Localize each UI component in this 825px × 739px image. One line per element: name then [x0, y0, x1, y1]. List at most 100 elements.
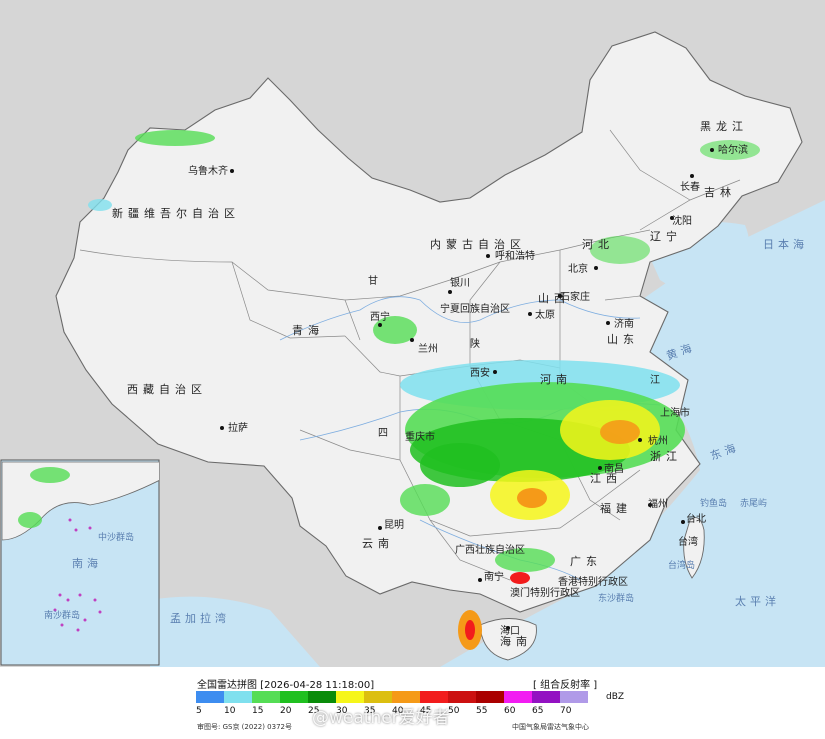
legend-tick: 20 — [280, 706, 292, 716]
legend-tick: 65 — [532, 706, 544, 716]
legend-tick: 70 — [560, 706, 572, 716]
legend-unit: dBZ — [606, 692, 625, 702]
city-shijiazhuang: 石家庄 — [560, 290, 590, 303]
legend-swatch — [532, 691, 560, 703]
city-xian: 西安 — [470, 366, 490, 379]
bay-of-bengal — [150, 596, 320, 667]
inset-nansha: 南沙群岛 — [44, 609, 80, 621]
legend-tick: 45 — [420, 706, 432, 716]
region-heilongjiang: 黑龙江 — [700, 120, 748, 133]
inset-zhongsha: 中沙群岛 — [98, 531, 134, 543]
region-jiangxi: 江西 — [590, 472, 622, 485]
sea-pacific: 太平洋 — [735, 594, 780, 608]
region-hongkong: 香港特别行政区 — [558, 575, 628, 588]
city-shenyang: 沈阳 — [672, 214, 692, 227]
region-shaanxi: 陕 — [470, 337, 480, 350]
legend-panel — [0, 667, 825, 739]
legend-swatch — [448, 691, 476, 703]
legend-tick: 10 — [224, 706, 236, 716]
region-neimenggu: 内蒙古自治区 — [430, 237, 526, 251]
legend-tick: 50 — [448, 706, 460, 716]
legend-tick: 60 — [504, 706, 516, 716]
region-shanghai: 上海市 — [660, 406, 690, 419]
region-gansu: 甘 — [368, 274, 378, 287]
legend-ticks: 5 10 15 20 25 30 35 40 45 50 55 60 65 70 — [196, 706, 616, 718]
legend-swatch — [224, 691, 252, 703]
legend-swatch — [560, 691, 588, 703]
radar-map: 新疆维吾尔自治区 西藏自治区 青海 甘 四 云南 内蒙古自治区 黑龙江 吉林 辽… — [0, 0, 825, 667]
legend-tick: 35 — [364, 706, 376, 716]
city-urumqi: 乌鲁木齐 — [188, 164, 228, 177]
island-dongsha: 东沙群岛 — [598, 592, 634, 604]
region-jilin: 吉林 — [704, 185, 736, 199]
sea-japan: 日本海 — [763, 237, 808, 251]
legend-tick: 5 — [196, 706, 202, 716]
island-taiwan: 台湾岛 — [668, 559, 695, 571]
city-haikou: 海口 — [500, 624, 520, 637]
city-taipei: 台北 — [686, 512, 706, 525]
legend-tick: 15 — [252, 706, 264, 716]
legend-swatch — [196, 691, 224, 703]
legend-swatch — [336, 691, 364, 703]
region-liaoning: 辽宁 — [650, 229, 682, 243]
region-guangdong: 广东 — [570, 555, 602, 568]
legend-swatch — [392, 691, 420, 703]
city-kunming: 昆明 — [384, 519, 404, 531]
city-hohhot: 呼和浩特 — [495, 250, 535, 262]
city-nanning: 南宁 — [484, 570, 504, 583]
issuing-agency: 中国气象局雷达气象中心 — [512, 723, 589, 731]
region-yunnan: 云南 — [362, 537, 394, 550]
region-zhejiang: 浙江 — [650, 450, 682, 463]
region-xinjiang: 新疆维吾尔自治区 — [112, 206, 240, 220]
inset-south-sea: 南海 — [72, 556, 102, 570]
island-diaoyu: 钓鱼岛 — [700, 497, 727, 509]
region-guangxi: 广西壮族自治区 — [455, 543, 525, 556]
legend-swatch — [364, 691, 392, 703]
region-hebei: 河北 — [582, 238, 614, 251]
legend-swatch — [420, 691, 448, 703]
product-label: [ 组合反射率 ] — [533, 680, 598, 691]
legend-swatch — [280, 691, 308, 703]
map-title: 全国雷达拼图 [2026-04-28 11:18:00] — [197, 680, 375, 691]
region-macau: 澳门特别行政区 — [510, 586, 580, 599]
city-hangzhou: 杭州 — [648, 434, 668, 447]
legend-swatch — [504, 691, 532, 703]
legend-swatch — [476, 691, 504, 703]
region-qinghai: 青海 — [292, 323, 324, 337]
region-hainan: 海南 — [500, 634, 532, 648]
taiwan-island — [683, 517, 705, 579]
region-taiwan: 台湾 — [678, 535, 698, 548]
legend-tick: 30 — [336, 706, 348, 716]
legend-tick: 25 — [308, 706, 320, 716]
legend-swatch — [252, 691, 280, 703]
review-number: 审图号: GS京 (2022) 0372号 — [197, 723, 292, 731]
city-changchun: 长春 — [680, 181, 700, 193]
city-lhasa: 拉萨 — [228, 421, 248, 434]
region-xizang: 西藏自治区 — [127, 382, 207, 396]
city-xining: 西宁 — [370, 310, 390, 323]
region-sichuan: 四 — [378, 428, 388, 439]
region-chongqing: 重庆市 — [405, 430, 435, 443]
region-labels: 新疆维吾尔自治区 西藏自治区 青海 甘 四 云南 内蒙古自治区 黑龙江 吉林 辽… — [112, 120, 748, 648]
island-chiwei: 赤尾屿 — [740, 498, 767, 509]
legend-tick: 40 — [392, 706, 404, 716]
city-jinan: 济南 — [614, 317, 634, 330]
city-nanchang: 南昌 — [604, 462, 624, 475]
city-taiyuan: 太原 — [535, 308, 555, 321]
region-ningxia: 宁夏回族自治区 — [440, 302, 510, 315]
region-shandong: 山东 — [607, 333, 639, 346]
east-ocean — [440, 200, 825, 667]
city-harbin: 哈尔滨 — [718, 143, 748, 156]
city-beijing: 北京 — [568, 262, 588, 275]
sea-bengal: 孟加拉湾 — [170, 611, 230, 625]
city-yinchuan: 银川 — [450, 276, 470, 289]
city-labels: 乌鲁木齐 拉萨 西宁 兰州 银川 呼和浩特 北京 石家庄 太原 济南 西安 哈尔… — [188, 143, 748, 637]
watermark: @weather爱好者 — [312, 708, 450, 728]
city-fuzhou: 福州 — [648, 497, 668, 510]
region-henan: 河南 — [540, 373, 572, 386]
region-jiangsu: 江 — [650, 374, 660, 386]
hainan-island — [479, 618, 537, 661]
color-legend — [196, 691, 588, 703]
region-fujian: 福建 — [600, 501, 632, 515]
